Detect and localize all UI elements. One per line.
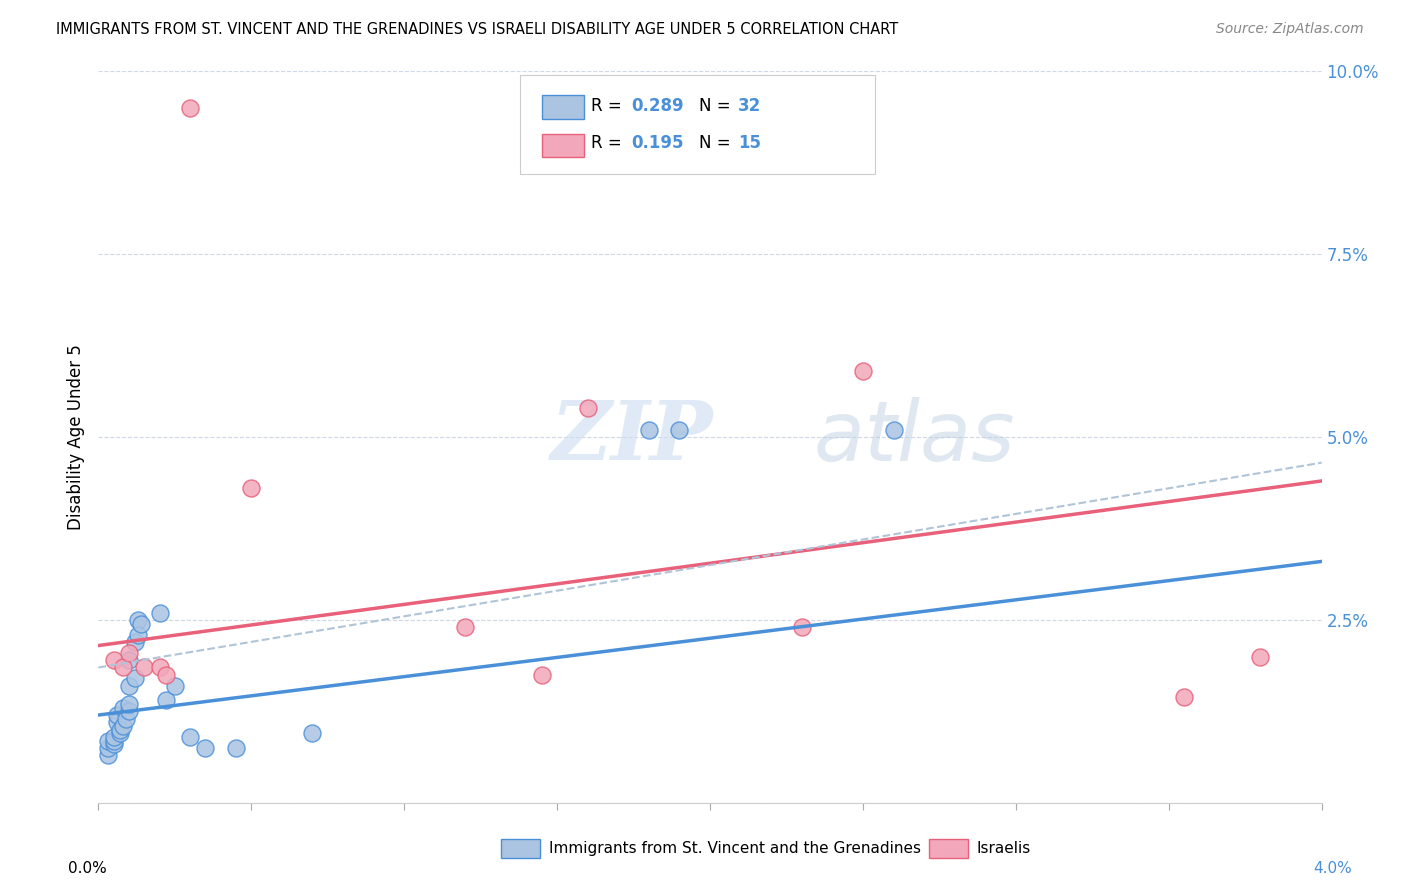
Point — [105, 715, 128, 730]
FancyBboxPatch shape — [543, 95, 583, 119]
Point — [225, 740, 247, 755]
Point — [1173, 690, 1195, 704]
Point — [111, 660, 134, 674]
Point — [576, 401, 599, 415]
Point — [301, 726, 323, 740]
Text: 0.0%: 0.0% — [67, 862, 107, 876]
Point — [194, 740, 217, 755]
Text: 0.289: 0.289 — [631, 96, 685, 115]
Point — [240, 481, 263, 495]
Point — [852, 364, 875, 378]
Point — [668, 423, 690, 437]
Text: 15: 15 — [738, 134, 761, 152]
Text: 4.0%: 4.0% — [1313, 862, 1353, 876]
Point — [97, 733, 120, 747]
Point — [1249, 649, 1271, 664]
Text: Israelis: Israelis — [977, 840, 1031, 855]
Text: N =: N = — [699, 134, 735, 152]
Point — [179, 101, 201, 115]
Point — [118, 646, 141, 660]
Text: Immigrants from St. Vincent and the Grenadines: Immigrants from St. Vincent and the Gren… — [548, 840, 921, 855]
Point — [127, 627, 149, 641]
Point — [103, 730, 125, 744]
Point — [883, 423, 905, 437]
Point — [637, 423, 661, 437]
FancyBboxPatch shape — [543, 134, 583, 157]
Point — [134, 660, 156, 674]
Point — [149, 606, 172, 620]
Point — [97, 748, 120, 763]
Text: N =: N = — [699, 96, 735, 115]
Text: R =: R = — [592, 134, 627, 152]
Text: 32: 32 — [738, 96, 762, 115]
Point — [790, 620, 813, 634]
FancyBboxPatch shape — [520, 75, 875, 174]
Point — [124, 672, 146, 686]
FancyBboxPatch shape — [501, 838, 540, 858]
Point — [179, 730, 201, 744]
Point — [155, 667, 177, 681]
Point — [115, 712, 138, 726]
Point — [149, 660, 172, 674]
Point — [129, 616, 152, 631]
Point — [103, 737, 125, 751]
Text: 0.195: 0.195 — [631, 134, 685, 152]
Point — [118, 653, 141, 667]
Point — [103, 653, 125, 667]
Point — [108, 723, 131, 737]
Point — [163, 679, 186, 693]
Point — [97, 740, 120, 755]
Point — [454, 620, 477, 634]
Point — [118, 679, 141, 693]
Point — [111, 700, 134, 714]
Point — [103, 733, 125, 747]
Point — [118, 697, 141, 711]
Point — [108, 726, 131, 740]
Text: atlas: atlas — [814, 397, 1015, 477]
Y-axis label: Disability Age Under 5: Disability Age Under 5 — [66, 344, 84, 530]
Point — [127, 613, 149, 627]
Point — [118, 705, 141, 719]
Point — [105, 708, 128, 723]
FancyBboxPatch shape — [929, 838, 969, 858]
Text: Source: ZipAtlas.com: Source: ZipAtlas.com — [1216, 22, 1364, 37]
Point — [111, 719, 134, 733]
Text: IMMIGRANTS FROM ST. VINCENT AND THE GRENADINES VS ISRAELI DISABILITY AGE UNDER 5: IMMIGRANTS FROM ST. VINCENT AND THE GREN… — [56, 22, 898, 37]
Point — [530, 667, 553, 681]
Text: ZIP: ZIP — [551, 397, 714, 477]
Point — [155, 693, 177, 707]
Text: R =: R = — [592, 96, 627, 115]
Point — [124, 635, 146, 649]
